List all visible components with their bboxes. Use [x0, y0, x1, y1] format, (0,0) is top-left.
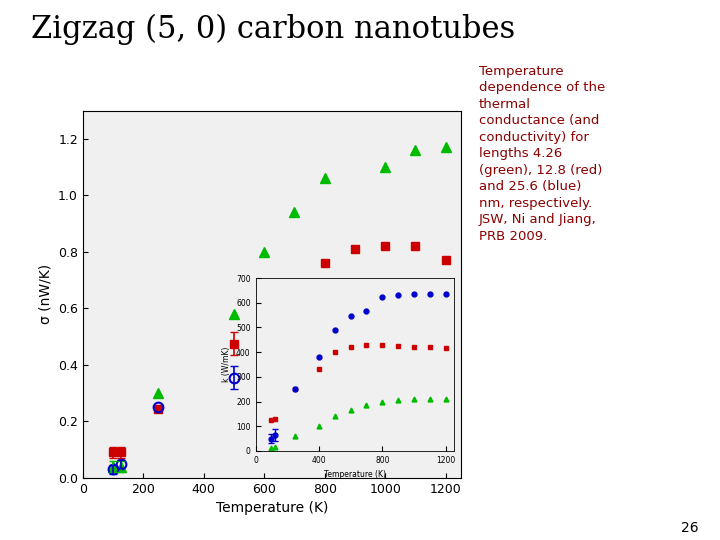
Y-axis label: k (W/mK): k (W/mK): [222, 347, 230, 382]
Text: 26: 26: [681, 521, 698, 535]
X-axis label: Temperature (K): Temperature (K): [323, 470, 386, 480]
Y-axis label: σ (nW/K): σ (nW/K): [38, 264, 53, 325]
Text: Temperature
dependence of the
thermal
conductance (and
conductivity) for
lengths: Temperature dependence of the thermal co…: [479, 65, 605, 243]
X-axis label: Temperature (K): Temperature (K): [215, 501, 328, 515]
Text: Zigzag (5, 0) carbon nanotubes: Zigzag (5, 0) carbon nanotubes: [32, 14, 516, 45]
